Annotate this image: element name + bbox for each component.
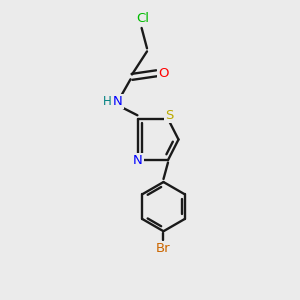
Text: N: N [133,154,143,166]
Text: Br: Br [156,242,171,255]
Text: Cl: Cl [136,12,150,25]
Text: O: O [158,67,169,80]
Text: S: S [165,110,174,122]
Text: H: H [103,95,112,108]
Text: N: N [113,95,123,108]
